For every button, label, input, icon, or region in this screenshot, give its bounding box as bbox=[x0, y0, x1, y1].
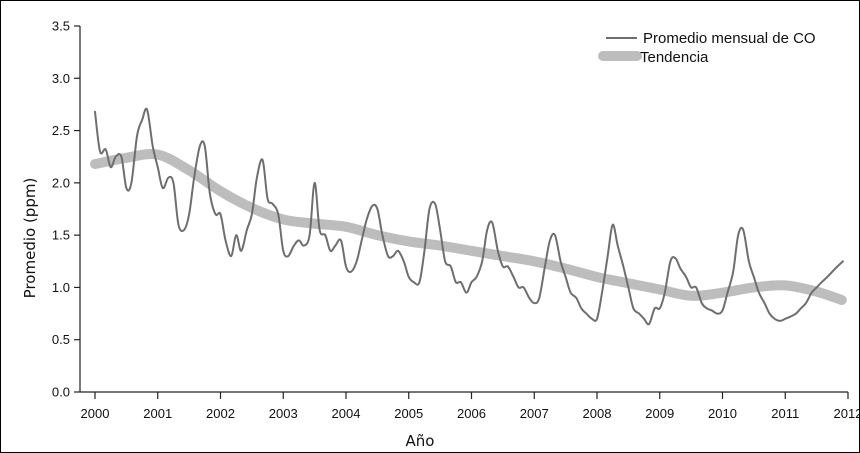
y-tick-label: 2.5 bbox=[52, 123, 70, 138]
x-tick-label: 2012 bbox=[834, 406, 860, 421]
x-ticks: 2000 2001 2002 2003 2004 2005 2006 2007 2008 2009… bbox=[81, 392, 860, 421]
legend-label-trend: Tendencia bbox=[640, 49, 709, 66]
y-tick-label: 2.0 bbox=[52, 175, 70, 190]
x-tick-label: 2008 bbox=[583, 406, 612, 421]
x-tick-label: 2011 bbox=[771, 406, 799, 421]
y-axis-title: Promedio (ppm) bbox=[21, 178, 39, 299]
series-promedio-mensual-co bbox=[94, 107, 844, 326]
y-tick-label: 3.0 bbox=[52, 71, 70, 86]
y-tick-label: 1.5 bbox=[52, 228, 70, 243]
legend-label-monthly: Promedio mensual de CO bbox=[643, 30, 816, 47]
x-tick-label: 2009 bbox=[645, 406, 674, 421]
y-tick-label: 0.0 bbox=[52, 385, 70, 400]
x-tick-label: 2004 bbox=[332, 406, 361, 421]
y-ticks: 0.0 0.5 1.0 1.5 2.0 2.5 3.0 3.5 bbox=[52, 19, 80, 400]
x-tick-label: 2000 bbox=[81, 406, 110, 421]
x-tick-label: 2006 bbox=[457, 406, 486, 421]
x-tick-label: 2003 bbox=[269, 406, 298, 421]
x-axis-title: Año bbox=[406, 432, 435, 450]
series-tendencia bbox=[90, 149, 847, 305]
x-tick-label: 2002 bbox=[206, 406, 235, 421]
x-tick-label: 2010 bbox=[708, 406, 737, 421]
y-tick-label: 3.5 bbox=[52, 19, 70, 34]
y-tick-label: 0.5 bbox=[52, 332, 70, 347]
legend: Promedio mensual de CO Tendencia bbox=[598, 30, 816, 66]
y-tick-label: 1.0 bbox=[52, 280, 70, 295]
x-tick-label: 2007 bbox=[520, 406, 549, 421]
x-tick-label: 2005 bbox=[394, 406, 423, 421]
x-tick-label: 2001 bbox=[143, 406, 172, 421]
